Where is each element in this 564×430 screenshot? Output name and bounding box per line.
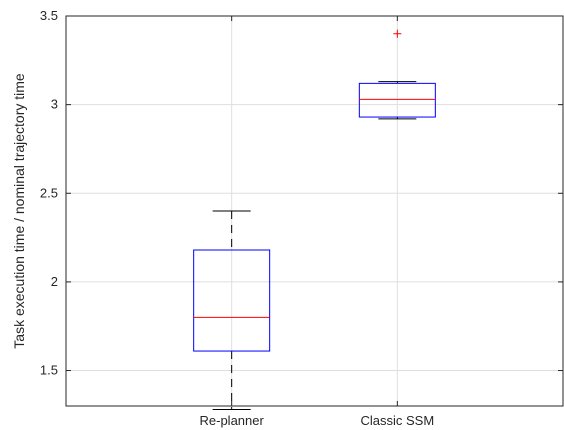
plot-area-frame [65, 15, 564, 407]
y-tick-label: 3.5 [40, 8, 58, 23]
x-tick-label: Classic SSM [360, 413, 434, 428]
x-tick-label: Re-planner [200, 413, 265, 428]
y-tick-label: 2.5 [40, 185, 58, 200]
y-tick-label: 2 [51, 274, 58, 289]
boxes [193, 29, 436, 411]
y-axis-label: Task execution time / nominal trajectory… [11, 73, 27, 349]
x-axis-ticks: Re-planner Classic SSM [200, 16, 434, 428]
box-re-planner [193, 210, 271, 411]
outlier-marker [393, 29, 402, 38]
y-axis-ticks: 1.5 2 2.5 3 3.5 [40, 8, 563, 378]
iqr-box [193, 249, 271, 352]
y-tick-label: 3 [51, 97, 58, 112]
grid-lines [66, 15, 563, 406]
iqr-box [358, 82, 436, 118]
y-tick-label: 1.5 [40, 363, 58, 378]
box-classic-ssm [358, 29, 436, 120]
